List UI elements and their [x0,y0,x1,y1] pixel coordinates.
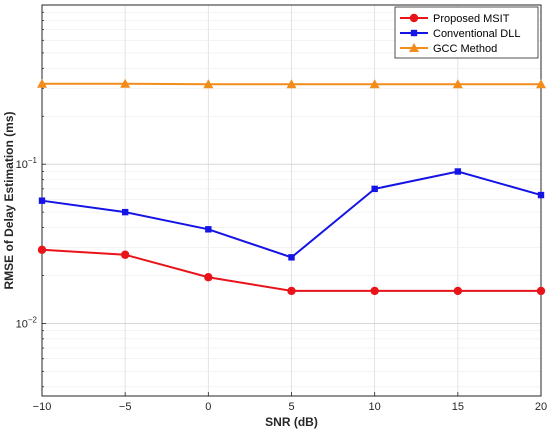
data-point-conventional-dll [121,208,129,216]
grid-lines [42,5,541,396]
data-point-proposed-msit [536,286,546,296]
data-point-gcc-method [452,79,463,89]
data-point-conventional-dll [537,191,545,199]
data-point-proposed-msit [287,286,296,296]
data-point-gcc-method [37,78,47,88]
series-gcc-method [37,78,546,89]
data-point-proposed-msit [453,286,463,296]
data-point-conventional-dll [371,185,378,193]
legend-swatch-marker [410,29,418,37]
data-point-proposed-msit [204,273,213,282]
legend-entries: Proposed MSIT Conventional DLL GCC Method [400,13,520,55]
data-point-conventional-dll [38,197,46,204]
x-tick-label: 0 [205,401,211,413]
data-point-conventional-dll [288,254,295,261]
x-tick-label: −5 [119,401,132,413]
series-conventional-dll [38,168,545,261]
x-tick-label: 20 [535,401,547,413]
y-tick-label: 10−2 [16,315,38,330]
series-layer [37,78,546,296]
axis-ticks: −10 −5 0 5 10 15 20 10−2 10−1 [16,11,547,413]
data-point-proposed-msit [120,250,130,259]
legend-swatch-marker [409,43,419,52]
legend-entry: GCC Method [400,43,497,55]
data-point-gcc-method [203,79,214,89]
legend-entry: Proposed MSIT [400,13,510,25]
series-proposed-msit [37,245,546,296]
legend-label: GCC Method [433,43,497,55]
x-tick-label: 10 [369,401,381,413]
legend-label: Conventional DLL [433,28,520,40]
data-point-conventional-dll [205,226,212,233]
data-point-conventional-dll [454,168,462,175]
legend: Proposed MSIT Conventional DLL GCC Method [394,6,539,59]
legend-label: Proposed MSIT [433,13,510,25]
y-axis-title: RMSE of Delay Estimation (ms) [2,111,16,289]
x-axis-title: SNR (dB) [265,415,318,429]
legend-swatch-marker [409,13,419,23]
x-tick-label: 15 [452,401,464,413]
data-point-gcc-method [369,79,380,89]
data-point-gcc-method [536,79,546,89]
legend-entry: Conventional DLL [400,28,520,40]
data-point-proposed-msit [370,286,379,296]
data-point-proposed-msit [37,245,47,254]
data-point-gcc-method [286,79,297,89]
x-tick-label: 5 [288,401,294,413]
y-tick-label: 10−1 [16,156,38,171]
data-point-gcc-method [120,78,131,88]
x-tick-label: −10 [33,401,52,413]
